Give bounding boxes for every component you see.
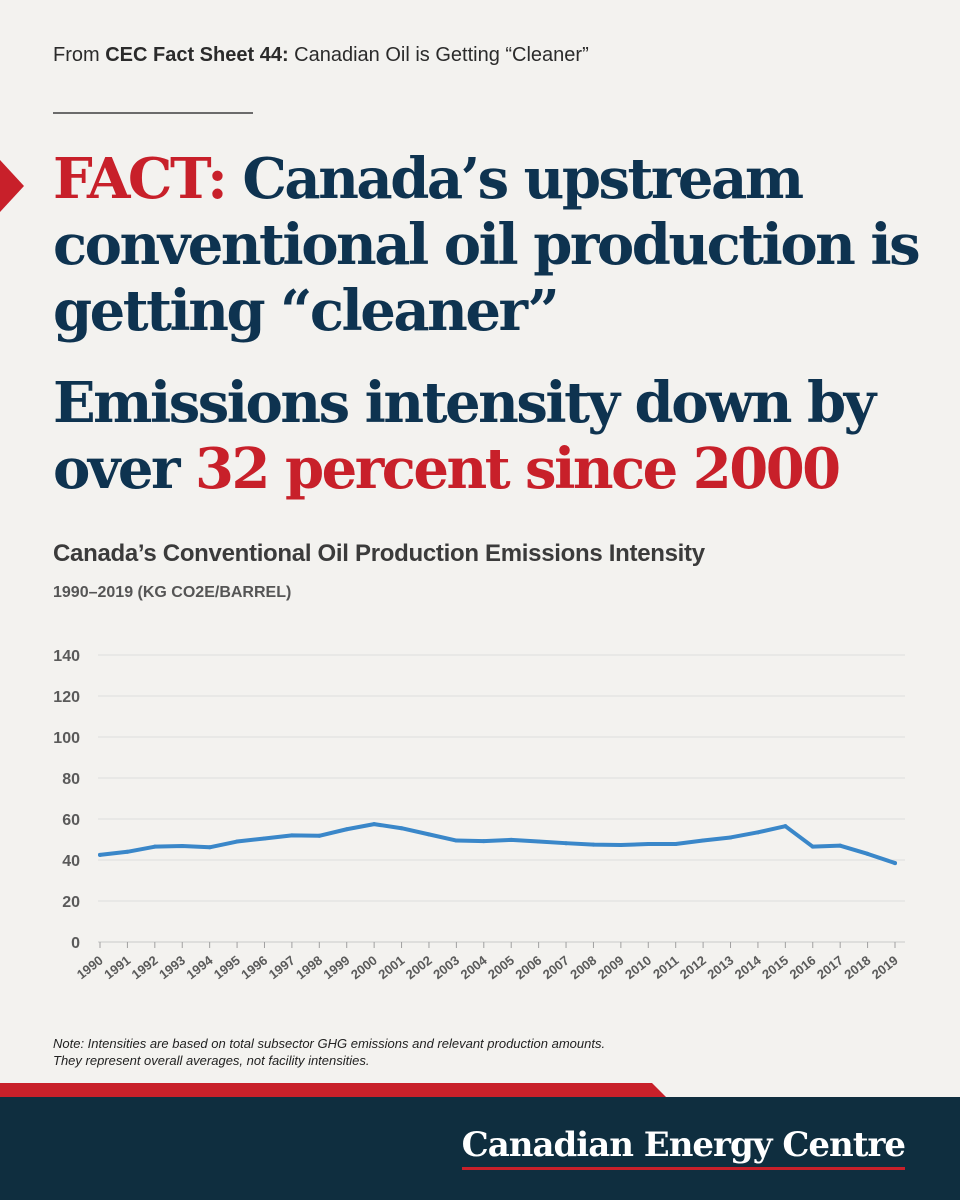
- data-point: [207, 845, 212, 850]
- x-tick-label: 2001: [375, 953, 407, 983]
- data-point: [289, 833, 294, 838]
- emissions-intensity-chart: 0204060801001201401990199119921993199419…: [53, 648, 905, 983]
- x-tick-label: 2014: [732, 952, 765, 982]
- source-prefix: From: [53, 44, 106, 66]
- data-point: [317, 833, 322, 838]
- stat-highlight: 32 percent since 2000: [195, 436, 841, 502]
- y-tick-label: 80: [62, 771, 80, 788]
- source-bold: CEC Fact Sheet 44:: [105, 44, 289, 66]
- data-point: [235, 839, 240, 844]
- stat-text: Emissions intensity down by over: [53, 370, 876, 502]
- fact-text: Canada’s upstream conventional oil produ…: [53, 146, 921, 344]
- x-tick-label: 2004: [458, 952, 491, 982]
- data-point: [865, 851, 870, 856]
- series-line: [98, 822, 897, 866]
- data-point: [701, 838, 706, 843]
- x-tick-label: 1991: [101, 953, 133, 983]
- source-line: From CEC Fact Sheet 44: Canadian Oil is …: [53, 44, 589, 67]
- data-point: [98, 852, 102, 857]
- x-tick-label: 2017: [814, 953, 846, 983]
- x-tick-label: 2008: [567, 953, 599, 983]
- x-tick-label: 1995: [211, 953, 243, 983]
- x-tick-label: 1990: [74, 953, 106, 983]
- data-point: [481, 839, 486, 844]
- x-tick-label: 1994: [183, 952, 216, 982]
- y-tick-label: 40: [62, 853, 80, 870]
- header-divider: [53, 112, 253, 114]
- red-accent-band: [0, 1083, 666, 1097]
- source-rest: Canadian Oil is Getting “Cleaner”: [288, 44, 589, 66]
- y-tick-label: 140: [53, 648, 80, 665]
- data-point: [399, 826, 404, 831]
- data-point: [618, 843, 623, 848]
- x-tick-label: 2002: [403, 953, 435, 983]
- data-point: [838, 843, 843, 848]
- x-tick-label: 1996: [238, 953, 270, 983]
- x-tick-label: 1999: [321, 953, 353, 983]
- data-point: [810, 844, 815, 849]
- data-point: [673, 842, 678, 847]
- y-tick-label: 20: [62, 894, 80, 911]
- x-tick-label: 1992: [129, 953, 161, 983]
- x-tick-label: 2011: [650, 953, 681, 982]
- y-tick-label: 60: [62, 812, 80, 829]
- data-point: [180, 844, 185, 849]
- data-point: [646, 842, 651, 847]
- note-line-2: They represent overall averages, not fac…: [53, 1053, 370, 1068]
- data-point: [783, 824, 788, 829]
- data-point: [536, 839, 541, 844]
- data-point: [152, 844, 157, 849]
- chart-note: Note: Intensities are based on total sub…: [53, 1035, 605, 1069]
- data-point: [426, 832, 431, 837]
- red-arrow-icon: [0, 160, 24, 212]
- data-point: [591, 842, 596, 847]
- data-point: [372, 822, 377, 827]
- data-point: [564, 841, 569, 846]
- x-tick-label: 2019: [869, 953, 901, 983]
- x-tick-label: 1993: [156, 953, 188, 983]
- data-point: [509, 837, 514, 842]
- x-tick-label: 2015: [759, 953, 791, 983]
- stat-headline: Emissions intensity down by over 32 perc…: [53, 370, 933, 502]
- x-tick-label: 2012: [677, 953, 709, 983]
- x-tick-label: 2005: [485, 953, 517, 983]
- y-tick-label: 0: [71, 935, 80, 952]
- note-line-1: Note: Intensities are based on total sub…: [53, 1036, 606, 1051]
- data-point: [728, 835, 733, 840]
- fact-label: FACT:: [53, 146, 228, 212]
- footer-bar: [0, 1097, 960, 1200]
- chart-subtitle: 1990–2019 (KG CO2E/BARREL): [53, 584, 292, 601]
- x-tick-label: 2009: [595, 953, 627, 983]
- y-tick-label: 120: [53, 689, 80, 706]
- x-tick-label: 1997: [266, 953, 298, 983]
- data-point: [893, 861, 897, 866]
- x-tick-label: 2018: [841, 953, 873, 983]
- x-tick-label: 2007: [540, 953, 572, 983]
- brand-logo: Canadian Energy Centre: [461, 1125, 906, 1170]
- x-tick-label: 1998: [293, 953, 325, 983]
- data-point: [755, 830, 760, 835]
- x-tick-label: 2006: [512, 953, 544, 983]
- x-tick-label: 2010: [622, 953, 654, 983]
- data-point: [125, 849, 130, 854]
- fact-headline: FACT: Canada’s upstream conventional oil…: [53, 146, 933, 344]
- x-tick-label: 2000: [348, 953, 380, 983]
- data-point: [454, 838, 459, 843]
- x-tick-label: 2013: [704, 953, 736, 983]
- data-point: [344, 827, 349, 832]
- data-point: [262, 836, 267, 841]
- chart-title: Canada’s Conventional Oil Production Emi…: [53, 540, 705, 567]
- y-tick-label: 100: [53, 730, 80, 747]
- x-tick-label: 2016: [787, 953, 819, 983]
- x-tick-label: 2003: [430, 953, 462, 983]
